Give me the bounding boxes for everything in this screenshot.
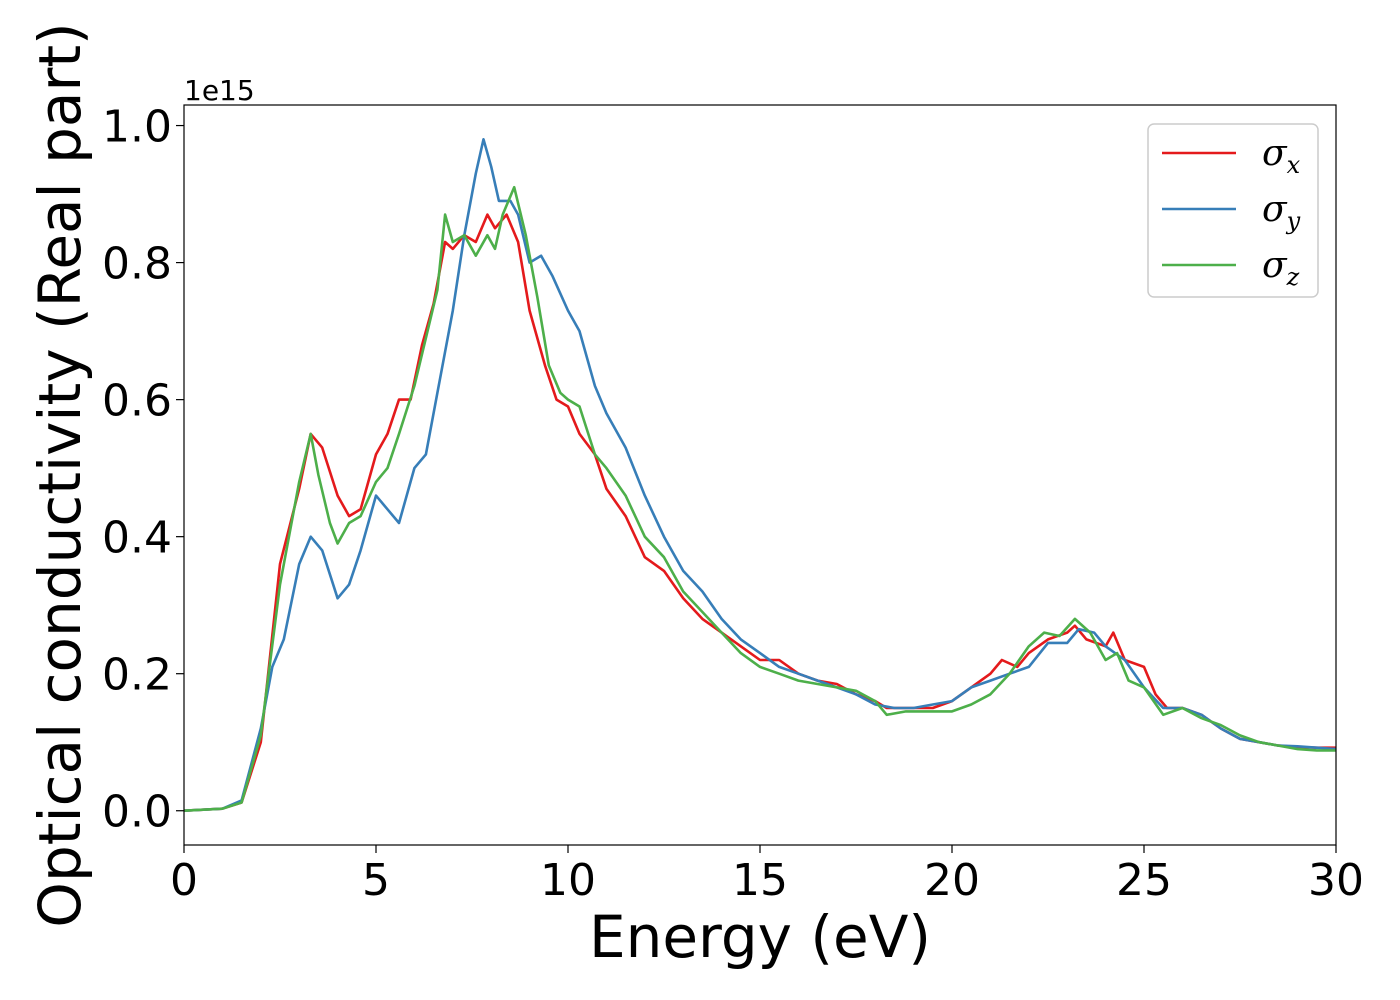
legend-label-y: σy (1262, 189, 1301, 235)
x-tick-label: 10 (540, 855, 596, 906)
x-tick-label: 5 (362, 855, 390, 906)
legend-label-z: σz (1262, 245, 1300, 291)
legend: σx σy σz (1147, 123, 1319, 298)
y-tick-label: 0.0 (102, 787, 172, 838)
x-tick-label: 30 (1308, 855, 1364, 906)
legend-label-x: σx (1262, 133, 1301, 179)
series-layer (183, 138, 1337, 812)
plot-background (184, 105, 1336, 845)
y-tick-label: 1.0 (102, 102, 172, 153)
x-tick-label: 20 (924, 855, 980, 906)
series-line-y (183, 138, 1337, 812)
legend-box (1147, 123, 1319, 298)
y-axis: 0.0 0.2 0.4 0.6 0.8 1.0 (102, 102, 184, 838)
series-line-x (183, 213, 1336, 812)
series-line-z (183, 185, 1336, 812)
plot-area (183, 104, 1337, 846)
x-axis-label: Energy (eV) (589, 903, 931, 971)
x-axis: 0 5 10 15 20 25 30 (170, 845, 1364, 906)
x-tick-label: 0 (170, 855, 198, 906)
x-tick-label: 15 (732, 855, 788, 906)
y-offset-label: 1e15 (184, 74, 255, 107)
y-tick-label: 0.8 (102, 239, 172, 290)
y-tick-label: 0.6 (102, 376, 172, 427)
y-tick-label: 0.4 (102, 513, 172, 564)
x-tick-label: 25 (1116, 855, 1172, 906)
y-axis-label: Optical conductivity (Real part) (26, 22, 94, 927)
y-tick-label: 0.2 (102, 650, 172, 701)
